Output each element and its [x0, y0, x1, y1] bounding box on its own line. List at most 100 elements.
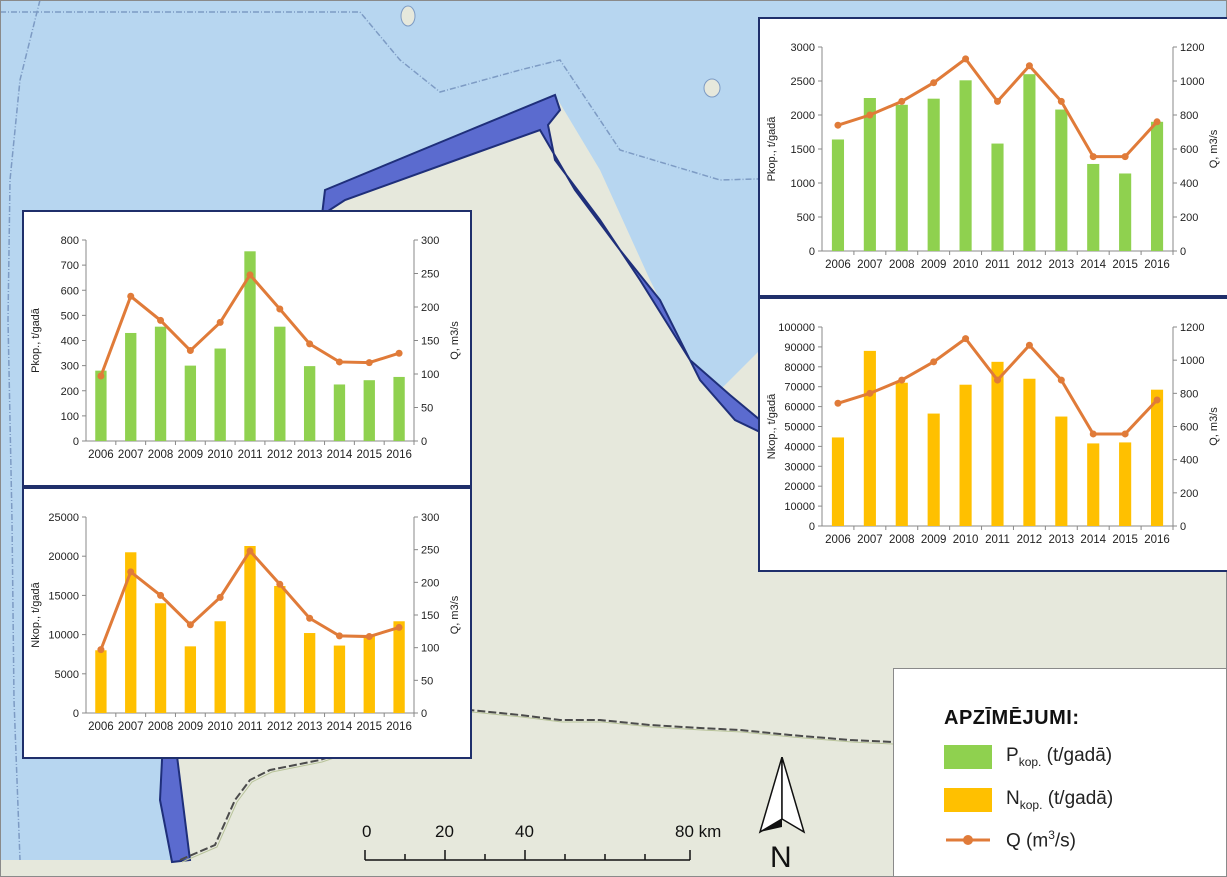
q-point — [1121, 430, 1129, 438]
y2-tick-label: 300 — [421, 235, 439, 247]
national-border — [179, 708, 894, 861]
chart-svg: 0100002000030000400005000060000700008000… — [766, 322, 1220, 546]
y-tick-label: 0 — [73, 436, 79, 448]
y2-tick-label: 0 — [1180, 521, 1186, 533]
bar — [184, 365, 197, 441]
q-point — [127, 568, 135, 576]
x-tick-label: 2016 — [386, 721, 412, 733]
legend-p-unit: (t/gadā) — [1041, 745, 1113, 767]
scale-ticks — [364, 850, 691, 861]
q-point — [306, 340, 314, 348]
x-tick-label: 2013 — [1049, 259, 1075, 271]
x-tick-label: 2007 — [857, 259, 883, 271]
q-point — [1089, 430, 1097, 438]
y-tick-label: 800 — [61, 235, 79, 247]
north-label: N — [770, 841, 792, 872]
legend-item-q: Q (m3/s) — [944, 824, 1076, 856]
bar — [95, 650, 107, 713]
x-tick-label: 2014 — [327, 721, 353, 733]
x-tick-label: 2013 — [297, 721, 323, 733]
y2-tick-label: 1200 — [1180, 322, 1204, 334]
bar — [333, 384, 346, 441]
national-border-shadow — [181, 711, 894, 863]
q-point — [395, 349, 403, 357]
chart-svg: 0 5000 10000 15000 20000 25000 0 50 100 150 200 250… — [30, 512, 461, 733]
bar — [393, 621, 405, 713]
bar — [1087, 443, 1100, 526]
q-point — [365, 359, 373, 367]
scale-label: 20 — [435, 822, 454, 841]
y-tick-label: 2000 — [791, 110, 815, 122]
legend: APZĪMĒJUMI: Pkop. (t/gadā) Nkop. (t/gadā… — [893, 668, 1227, 877]
x-tick-label: 2009 — [921, 259, 947, 271]
bar — [959, 384, 972, 526]
bar — [927, 413, 940, 526]
scale-label: 80 km — [675, 822, 722, 841]
q-point — [1089, 153, 1097, 161]
bar — [214, 348, 226, 441]
q-point — [246, 547, 254, 555]
y-tick-label: 400 — [61, 336, 79, 348]
y2-tick-label: 200 — [421, 577, 439, 589]
x-tick-label: 2012 — [267, 721, 293, 733]
x-tick-label: 2010 — [953, 259, 979, 271]
legend-n-main: N — [1006, 788, 1020, 810]
y2-tick-label: 50 — [421, 403, 433, 415]
bar — [991, 143, 1004, 251]
chart-svg: 0 100 200 300 400 500 600 700 800 0 50 100 150 200 250… — [30, 235, 461, 461]
chart-p-large: 0 500 1000 1500 2000 2500 3000 0 200 400 600 800 100… — [758, 17, 1227, 297]
y-tick-label: 20000 — [784, 481, 815, 493]
bar — [831, 437, 845, 526]
q-point — [1057, 97, 1065, 105]
island — [703, 78, 721, 98]
x-tick-label: 2011 — [985, 259, 1010, 271]
q-point — [127, 292, 135, 300]
x-tick-label: 2010 — [207, 449, 233, 461]
q-point — [186, 347, 194, 355]
x-tick-label: 2015 — [356, 721, 382, 733]
y-tick-label: 100000 — [778, 322, 815, 334]
bar — [1055, 416, 1068, 526]
chart-svg: 0 500 1000 1500 2000 2500 3000 0 200 400 600 800 100… — [766, 42, 1220, 271]
q-point — [1153, 118, 1161, 126]
bar — [831, 139, 845, 251]
bar — [393, 376, 405, 441]
q-point — [994, 97, 1001, 105]
y-tick-label: 40000 — [784, 441, 815, 453]
q-point — [216, 318, 224, 326]
y2-tick-label: 600 — [1180, 422, 1198, 434]
q-point — [834, 399, 842, 407]
q-point — [930, 79, 938, 87]
y-axis-label: Nkop., t/gadā — [766, 393, 778, 459]
q-point — [962, 55, 970, 63]
q-point — [898, 97, 906, 105]
y-tick-label: 1000 — [791, 178, 815, 190]
bar — [959, 80, 972, 251]
chart-p-small: 0 100 200 300 400 500 600 700 800 0 50 100 150 200 250… — [22, 210, 472, 487]
bar — [1150, 389, 1164, 526]
y-tick-label: 300 — [61, 361, 79, 373]
bar — [863, 98, 876, 251]
bar — [927, 98, 940, 252]
legend-q-end: /s) — [1054, 830, 1077, 852]
x-tick-label: 2014 — [327, 449, 353, 461]
q-point — [1025, 62, 1033, 70]
q-point — [962, 335, 970, 343]
bar — [154, 326, 167, 441]
bar — [303, 633, 316, 713]
x-tick-label: 2012 — [1017, 259, 1043, 271]
bar — [1119, 173, 1132, 251]
q-point — [994, 376, 1001, 384]
bar — [125, 552, 137, 713]
y2-tick-label: 800 — [1180, 388, 1198, 400]
x-tick-label: 2011 — [238, 449, 263, 461]
y-tick-label: 50000 — [784, 422, 815, 434]
q-point — [186, 621, 194, 629]
y-tick-label: 0 — [809, 246, 815, 258]
y-tick-label: 100 — [61, 411, 79, 423]
q-point — [1057, 376, 1065, 384]
y-axis-label: Pkop., t/gadā — [766, 116, 778, 182]
y-tick-label: 200 — [61, 386, 79, 398]
y-tick-label: 0 — [809, 521, 815, 533]
y2-axis-label: Q, m3/s — [1208, 407, 1220, 446]
